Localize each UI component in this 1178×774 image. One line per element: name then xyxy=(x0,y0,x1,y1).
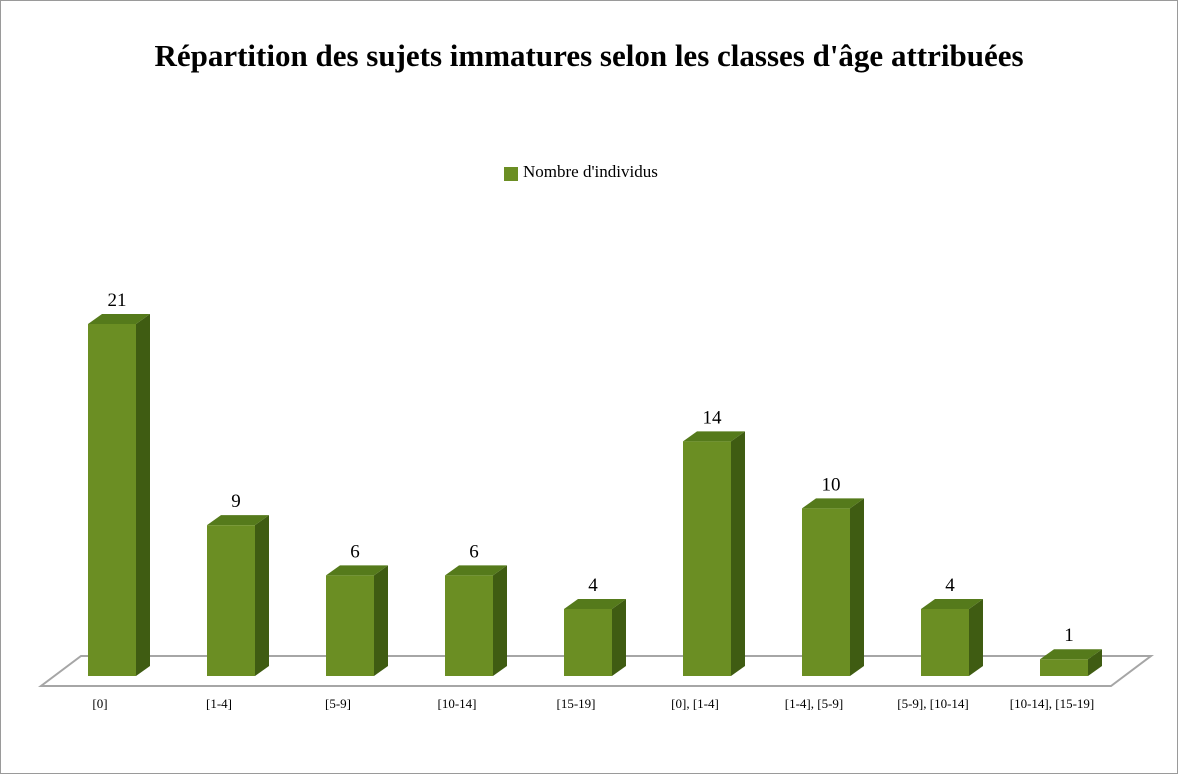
value-label: 9 xyxy=(231,491,241,512)
bar-side xyxy=(493,565,507,676)
x-tick-label: [15-19] xyxy=(557,696,596,711)
bar-side xyxy=(612,598,626,676)
value-label: 1 xyxy=(1064,625,1074,646)
bar xyxy=(326,575,374,676)
x-tick-label: [0], [1-4] xyxy=(671,696,719,711)
bar-top xyxy=(326,565,388,576)
bar xyxy=(564,608,612,676)
bar xyxy=(1040,659,1088,676)
bar xyxy=(683,441,731,676)
bar-side xyxy=(731,431,745,676)
x-tick-label: [1-4] xyxy=(206,696,232,711)
x-tick-label: [10-14] xyxy=(438,696,477,711)
value-label: 14 xyxy=(703,407,723,428)
bar-side xyxy=(969,598,983,676)
bar-side xyxy=(850,498,864,676)
x-tick-label: [5-9] xyxy=(325,696,351,711)
bar-top xyxy=(802,498,864,509)
bar xyxy=(88,324,136,676)
value-label: 10 xyxy=(822,474,841,495)
bar-top xyxy=(445,565,507,576)
x-tick-label: [0] xyxy=(92,696,107,711)
bar-top xyxy=(921,598,983,609)
bar-side xyxy=(136,314,150,676)
value-label: 4 xyxy=(588,575,598,596)
value-label: 4 xyxy=(945,575,955,596)
bar xyxy=(802,508,850,676)
bar xyxy=(921,608,969,676)
bar-top xyxy=(88,314,150,324)
legend-label: Nombre d'individus xyxy=(523,162,658,181)
bar-side xyxy=(255,515,269,676)
bar-side xyxy=(1088,649,1102,676)
legend-swatch xyxy=(504,167,518,181)
bar-side xyxy=(374,565,388,676)
bar-top xyxy=(564,598,626,609)
bar xyxy=(445,575,493,676)
value-label: 6 xyxy=(469,541,479,562)
x-tick-label: [10-14], [15-19] xyxy=(1010,696,1094,711)
chart-title: Répartition des sujets immatures selon l… xyxy=(154,38,1024,73)
bar-top xyxy=(1040,649,1102,660)
x-tick-label: [1-4], [5-9] xyxy=(785,696,843,711)
value-label: 6 xyxy=(350,541,360,562)
value-label: 21 xyxy=(108,290,127,311)
bar-top xyxy=(683,431,745,442)
x-tick-label: [5-9], [10-14] xyxy=(897,696,968,711)
floor xyxy=(38,655,1154,687)
bar-top xyxy=(207,515,269,526)
bar xyxy=(207,525,255,676)
